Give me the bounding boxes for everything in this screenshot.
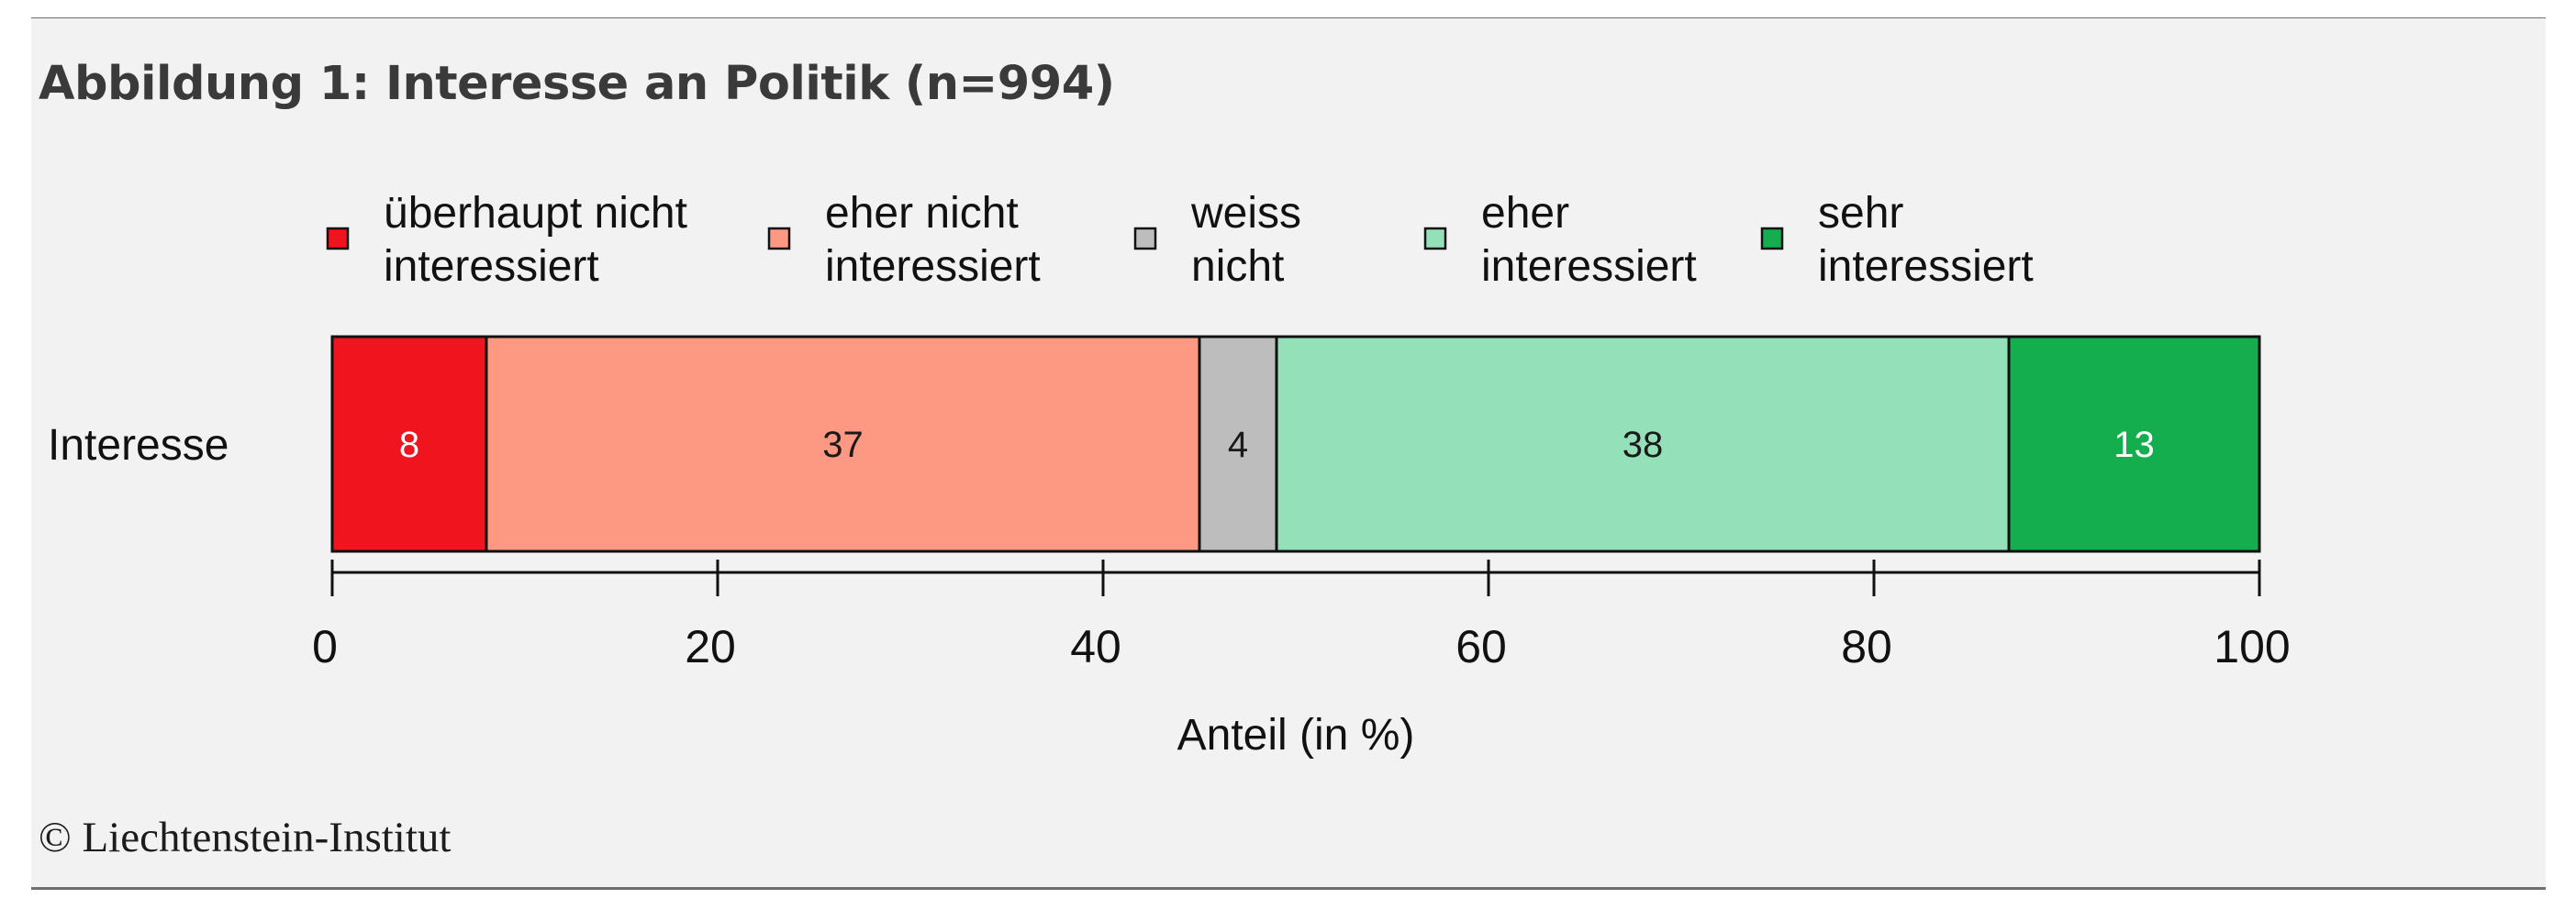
x-axis: 0 20 40 60 80 100 Anteil (in %): [312, 560, 2291, 760]
legend-label-eher-nicht-interessiert: eher nicht interessiert: [825, 189, 1041, 291]
legend-item-ueberhaupt-nicht-interessiert: überhaupt nicht interessiert: [326, 189, 687, 291]
legend-label-sehr-interessiert: sehr interessiert: [1818, 189, 2034, 291]
category-labels: Interesse: [48, 421, 229, 470]
data-label-eher-interessiert: 38: [1623, 425, 1664, 465]
bar-segment-weiss-nicht: [1198, 335, 1278, 553]
bar-segment-sehr-interessiert: [2007, 335, 2261, 553]
legend-label-weiss-nicht: weiss nicht: [1190, 189, 1301, 291]
bar-segments: [330, 335, 2261, 553]
bar-segment-eher-nicht-interessiert: [485, 335, 1201, 553]
legend-item-eher-interessiert: eher interessiert: [1423, 189, 1697, 291]
data-label-weiss-nicht: 4: [1228, 425, 1248, 465]
legend-item-eher-nicht-interessiert: eher nicht interessiert: [767, 189, 1041, 291]
legend-label-eher-interessiert: eher interessiert: [1481, 189, 1697, 291]
x-tick-label: 20: [685, 621, 736, 672]
figure-title: Abbildung 1: Interesse an Politik (n=994…: [39, 57, 1115, 111]
x-tick-label: 0: [312, 621, 338, 672]
data-label-eher-nicht-interessiert: 37: [822, 425, 864, 465]
bottom-rule: [31, 887, 2546, 890]
legend-item-weiss-nicht: weiss nicht: [1133, 189, 1301, 291]
legend-swatch-eher-nicht-interessiert: [767, 227, 791, 250]
data-label-ueberhaupt-nicht-interessiert: 8: [399, 425, 419, 465]
chart-legend: überhaupt nicht interessiert eher nicht int…: [326, 189, 2034, 291]
legend-swatch-weiss-nicht: [1133, 227, 1157, 250]
legend-item-sehr-interessiert: sehr interessiert: [1760, 189, 2034, 291]
bar-segment-ueberhaupt-nicht-interessiert: [330, 335, 488, 553]
data-label-sehr-interessiert: 13: [2113, 425, 2155, 465]
x-axis-title: Anteil (in %): [1177, 711, 1415, 760]
value-labels: 8 37 4 38 13: [399, 425, 2155, 465]
copyright-notice: © Liechtenstein-Institut: [39, 814, 452, 861]
legend-swatch-ueberhaupt-nicht-interessiert: [326, 227, 350, 250]
legend-swatch-sehr-interessiert: [1760, 227, 1784, 250]
x-tick-label: 80: [1841, 621, 1892, 672]
x-tick-label: 40: [1070, 621, 1121, 672]
category-label-interesse: Interesse: [48, 421, 229, 470]
x-tick-label: 100: [2214, 621, 2290, 672]
legend-label-ueberhaupt-nicht-interessiert: überhaupt nicht interessiert: [384, 189, 687, 291]
x-tick-label: 60: [1455, 621, 1507, 672]
legend-swatch-eher-interessiert: [1423, 227, 1447, 250]
